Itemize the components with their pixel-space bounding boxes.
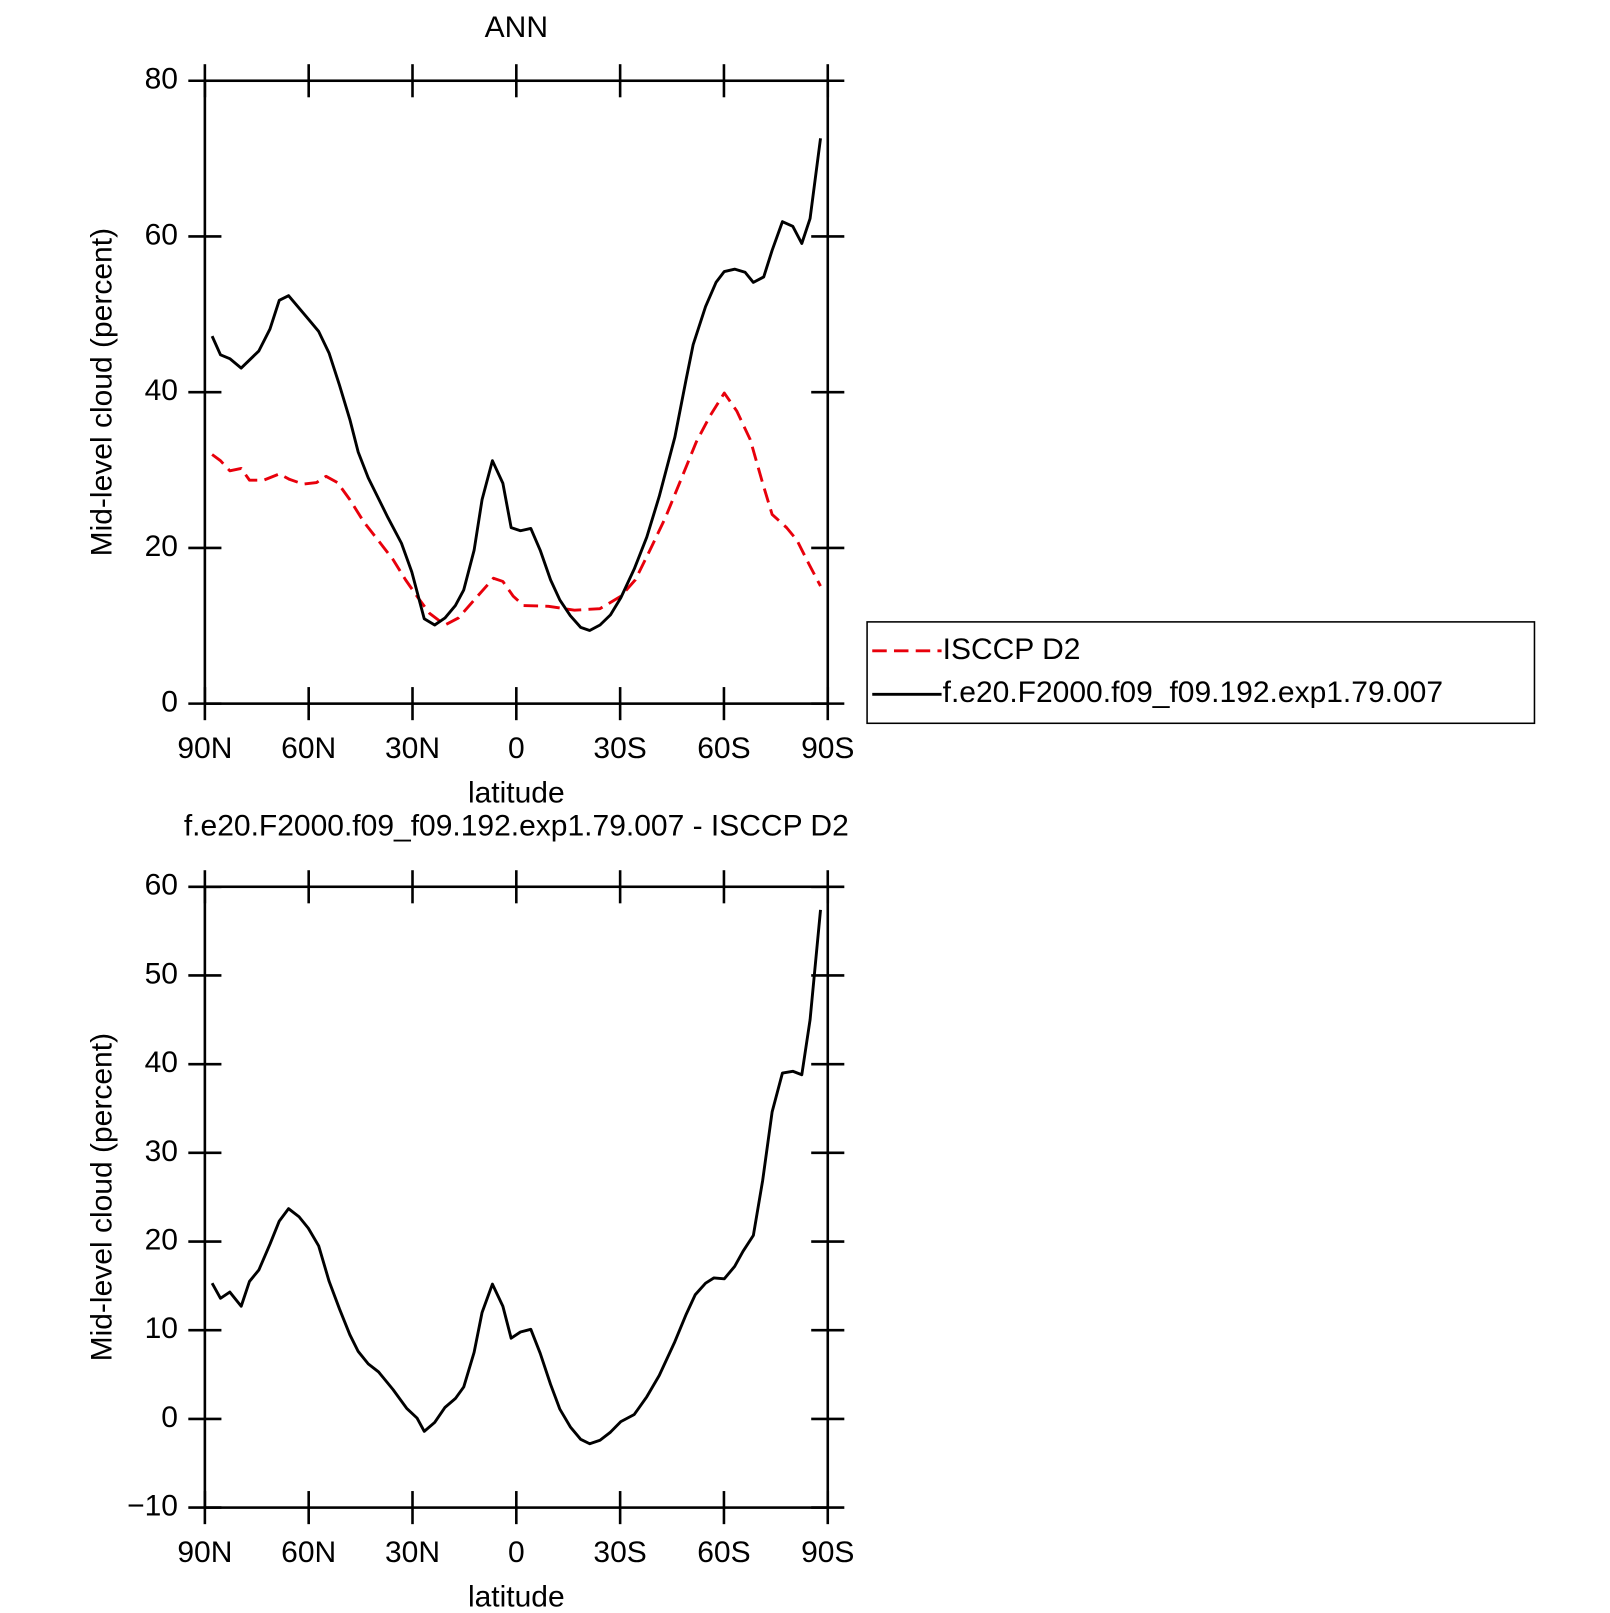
y-axis-label: Mid-level cloud (percent) [85,1033,118,1361]
chart-title: ANN [485,11,548,44]
data-line [210,909,822,1446]
y-tick-label: 50 [145,957,178,990]
y-tick-label: 40 [145,374,178,407]
x-tick-label: 60S [697,732,750,765]
legend-label: f.e20.F2000.f09_f09.192.exp1.79.007 [943,676,1443,709]
x-tick-label: 30N [385,732,440,765]
x-tick-label: 60S [697,1536,750,1569]
y-tick-label: 60 [145,218,178,251]
data-line [210,138,822,632]
x-tick-label: 30S [593,1536,646,1569]
x-tick-label: 90S [801,1536,854,1569]
x-tick-label: 0 [508,732,525,765]
x-tick-label: 90N [177,732,232,765]
y-tick-label: 0 [161,686,178,719]
y-tick-label: 10 [145,1312,178,1345]
y-tick-label: −10 [127,1490,178,1523]
y-tick-label: 60 [145,869,178,902]
y-tick-label: 40 [145,1046,178,1079]
y-tick-label: 80 [145,63,178,96]
y-tick-label: 20 [145,1223,178,1256]
x-tick-label: 30S [593,732,646,765]
x-tick-label: 60N [281,732,336,765]
chart-title: f.e20.F2000.f09_f09.192.exp1.79.007 - IS… [184,810,849,843]
x-tick-label: 90S [801,732,854,765]
y-axis-label: Mid-level cloud (percent) [85,228,118,556]
plot-frame [203,885,830,1509]
plot-frame [203,79,830,705]
x-tick-label: 0 [508,1536,525,1569]
x-tick-label: 60N [281,1536,336,1569]
x-tick-label: 30N [385,1536,440,1569]
y-tick-label: 0 [161,1401,178,1434]
x-axis-label: latitude [468,1581,565,1608]
x-tick-label: 90N [177,1536,232,1569]
legend-label: ISCCP D2 [943,633,1081,666]
data-line [211,391,822,627]
legend-box [866,621,1536,725]
y-tick-label: 20 [145,530,178,563]
x-axis-label: latitude [468,777,565,810]
y-tick-label: 30 [145,1135,178,1168]
